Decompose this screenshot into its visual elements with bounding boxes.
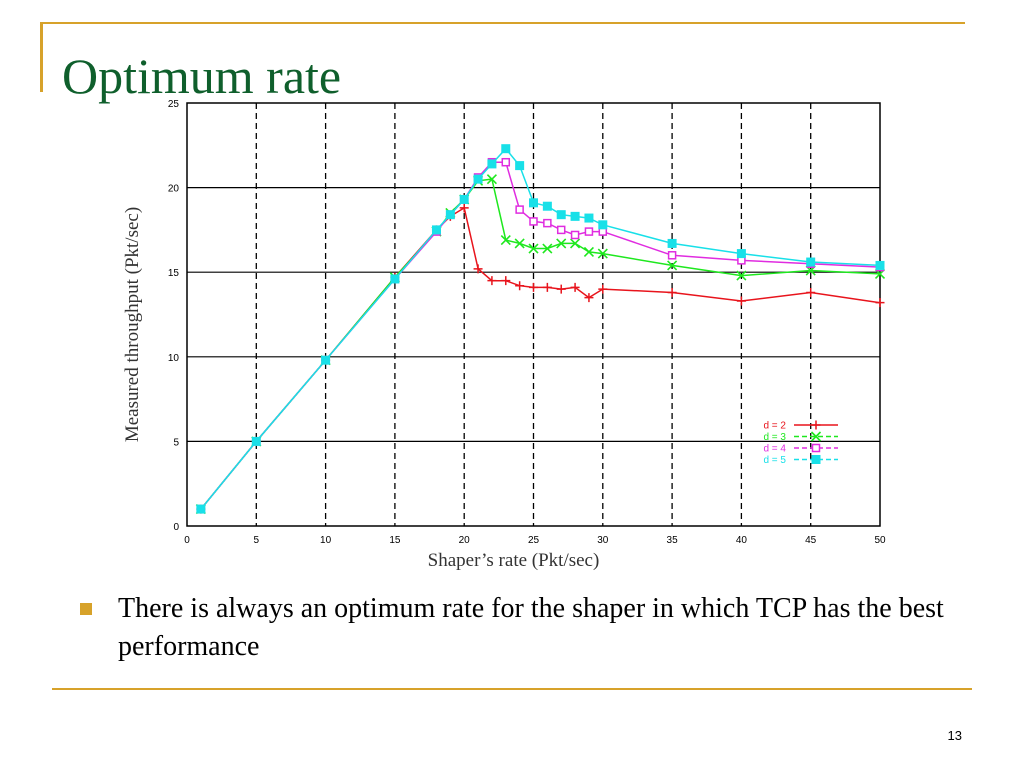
data-point [556, 238, 567, 249]
data-point [390, 274, 400, 284]
data-point [445, 210, 455, 220]
y-tick-label: 20 [168, 184, 180, 195]
data-point [598, 284, 608, 294]
data-point [501, 157, 511, 167]
x-tick-label: 30 [597, 535, 609, 546]
data-point [459, 194, 469, 204]
x-tick-label: 5 [254, 535, 260, 546]
y-tick-label: 0 [173, 522, 179, 533]
page-number: 13 [947, 728, 962, 743]
chart-svg: 0 5 10 15 20 25 30 35 40 45 50 0 5 10 15 20 25 Shaper’s r… [122, 99, 886, 571]
data-point [667, 251, 677, 260]
bullet-square-icon [80, 603, 92, 615]
x-tick-label: 0 [184, 535, 190, 546]
x-tick-label: 50 [874, 535, 886, 546]
data-point [667, 260, 678, 271]
x-axis-label: Shaper’s rate (Pkt/sec) [428, 550, 600, 571]
data-point [515, 161, 525, 171]
legend-label: d = 5 [763, 455, 786, 466]
x-tick-label: 35 [667, 535, 679, 546]
data-point [736, 270, 747, 281]
legend-label: d = 2 [763, 421, 786, 432]
data-point [473, 174, 483, 184]
data-point [570, 238, 581, 249]
data-point [570, 282, 580, 292]
top-rule [40, 22, 965, 24]
data-point [806, 257, 816, 267]
data-point [528, 243, 539, 254]
data-point [515, 205, 524, 214]
data-point [875, 298, 885, 308]
data-point [556, 210, 566, 220]
x-tick-label: 25 [528, 535, 540, 546]
data-point [570, 230, 580, 240]
y-tick-label: 10 [168, 353, 180, 364]
legend-marker [811, 420, 821, 430]
data-point [543, 218, 552, 228]
bottom-rule [52, 688, 972, 690]
data-point [597, 248, 608, 259]
data-point [473, 264, 483, 274]
data-point [500, 234, 511, 246]
data-point [529, 282, 538, 292]
data-point [514, 238, 525, 249]
legend-label: d = 4 [763, 444, 786, 455]
data-point [667, 288, 677, 298]
x-tick-label: 15 [389, 535, 401, 546]
legend-label: d = 3 [763, 432, 786, 443]
data-point [515, 281, 525, 291]
data-point [459, 203, 469, 213]
x-tick-label: 40 [736, 535, 748, 546]
data-point [542, 243, 553, 254]
x-tick-label: 20 [459, 535, 471, 546]
data-point [736, 296, 746, 306]
data-point [598, 220, 608, 230]
data-point [667, 238, 677, 248]
data-point [487, 276, 497, 286]
y-tick-label: 5 [173, 437, 179, 448]
x-tick-label: 45 [805, 535, 817, 546]
data-point [583, 246, 595, 257]
data-point [736, 249, 746, 259]
plot-frame [186, 102, 881, 527]
data-point [486, 174, 497, 185]
data-point [487, 159, 497, 169]
slide-title: Optimum rate [62, 48, 342, 104]
data-point [542, 201, 552, 211]
data-point [584, 293, 594, 303]
throughput-chart: 0 5 10 15 20 25 30 35 40 45 50 0 5 10 15 20 25 Shaper’s r… [110, 95, 900, 575]
data-point [584, 227, 594, 236]
data-point [806, 288, 816, 298]
data-point [584, 213, 594, 223]
y-axis-label: Measured throughput (Pkt/sec) [122, 207, 143, 442]
legend-marker [810, 431, 822, 442]
y-tick-label: 15 [168, 268, 180, 279]
x-tick-label: 10 [320, 535, 332, 546]
data-point [529, 217, 538, 226]
data-point [501, 144, 511, 154]
legend-marker [811, 443, 821, 453]
data-point [556, 225, 566, 235]
data-point [251, 436, 261, 446]
data-point [321, 355, 331, 365]
data-point [431, 225, 441, 235]
y-tick-label: 25 [168, 99, 180, 110]
bullet-text: There is always an optimum rate for the … [118, 593, 944, 662]
data-point [529, 198, 538, 208]
data-point [542, 282, 552, 292]
data-point [875, 260, 885, 270]
title-accent-bar [40, 22, 43, 92]
legend-marker [811, 455, 821, 464]
data-point [570, 211, 580, 221]
data-point [556, 284, 566, 294]
data-point [501, 276, 511, 286]
data-point [196, 504, 206, 514]
